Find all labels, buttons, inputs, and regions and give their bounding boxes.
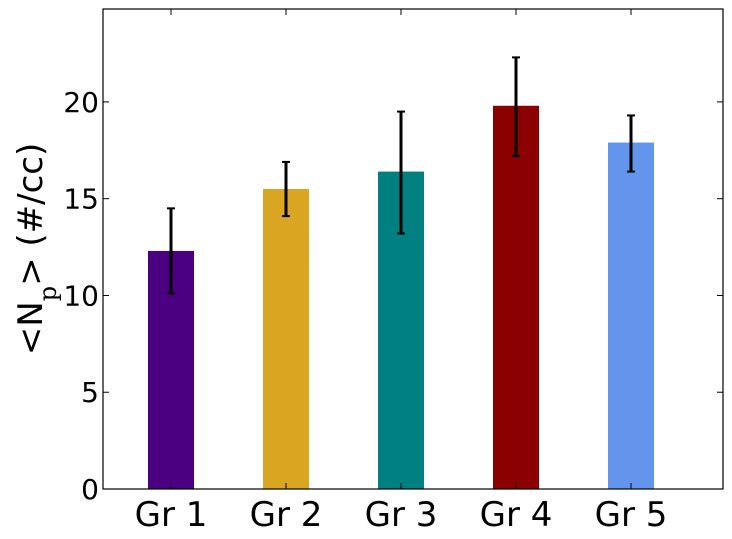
x-axis-ticks: Gr 1 Gr 2 Gr 3 Gr 4 Gr 5 [135,9,668,535]
x-tick-label: Gr 4 [480,495,553,535]
y-axis-label-suffix: > (#/cc) [11,143,51,286]
y-tick-label: 5 [81,376,99,409]
bar-2 [263,189,309,489]
y-axis-label: <Np> (#/cc) [11,143,62,355]
plot-frame [102,8,724,490]
x-tick-label: Gr 2 [250,495,323,535]
errorbars-group [167,56,635,295]
y-tick-label: 10 [63,279,99,312]
y-axis-ticks: 0 5 10 15 20 [63,86,723,506]
y-tick-label: 15 [63,183,99,216]
x-tick-label: Gr 1 [135,495,208,535]
x-tick-label: Gr 5 [595,495,668,535]
y-axis-label-prefix: <N [11,301,51,355]
x-tick-label: Gr 3 [365,495,438,535]
bar-5 [608,142,654,489]
bar-4 [493,105,539,489]
y-tick-label: 0 [81,473,99,506]
y-tick-label: 20 [63,86,99,119]
y-axis-label-subscript: p [34,286,62,301]
